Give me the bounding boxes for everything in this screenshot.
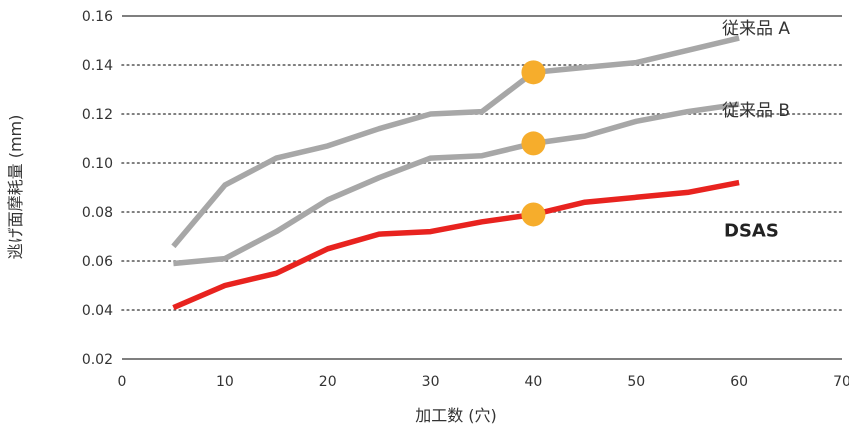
highlight-markers [521,60,546,227]
series-lines [171,35,740,311]
series-label-2: 従来品 B [722,101,790,121]
x-tick-label: 60 [730,374,748,390]
series-line-2 [173,101,740,267]
series-label-1: 従来品 A [722,19,790,39]
y-tick-label: 0.02 [82,352,113,368]
y-tick-label: 0.10 [82,156,113,172]
series-label-3: DSAS [724,221,779,242]
y-tick-label: 0.06 [82,254,113,270]
highlight-marker-3 [521,202,546,227]
highlight-marker-2 [521,131,546,156]
y-axis-label: 逃げ面摩耗量 (mm) [6,115,25,260]
y-tick-label: 0.16 [82,9,113,25]
series-line-3 [172,179,740,311]
series-line-1 [171,35,740,249]
y-tick-label: 0.12 [82,107,113,123]
series-labels: 従来品 A 従来品 B DSAS [722,19,790,242]
x-axis-label: 加工数 (穴) [415,406,497,425]
x-tick-label: 10 [216,374,234,390]
y-tick-label: 0.08 [82,205,113,221]
x-tick-label: 0 [118,374,127,390]
highlight-marker-1 [521,60,546,85]
x-tick-label: 30 [422,374,440,390]
x-tick-label: 20 [319,374,337,390]
y-tick-label: 0.14 [82,58,113,74]
axes: 0.02 0.04 0.06 0.08 0.10 0.12 0.14 0.16 0 10 20 30 4… [82,9,849,390]
x-tick-label: 40 [525,374,543,390]
x-tick-label: 70 [833,374,849,390]
y-tick-label: 0.04 [82,303,113,319]
x-tick-label: 50 [627,374,645,390]
